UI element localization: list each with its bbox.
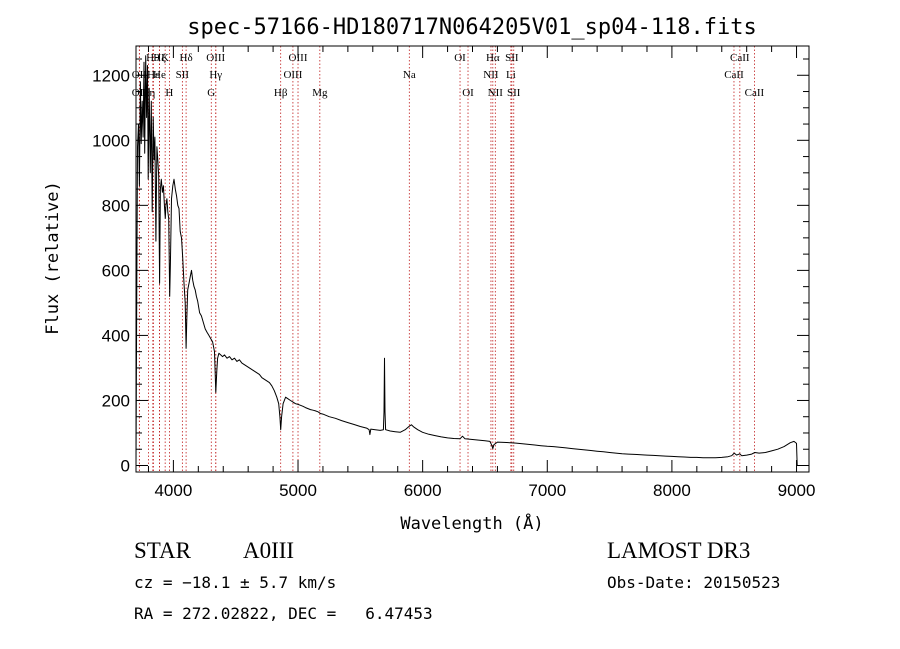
marker-label: NII [488,87,504,99]
marker-label: Hδ [180,52,193,64]
object-type: STAR [134,538,191,563]
marker-label: OIII [283,69,302,81]
marker-label: Hγ [209,69,222,81]
marker-label: OIII [206,52,225,64]
y-tick-label: 400 [102,326,130,345]
marker-label: CaII [745,87,765,99]
marker-label: OIII [289,52,308,64]
marker-label: K [161,52,169,64]
y-tick-label: 600 [102,261,130,280]
y-tick-label: 1200 [92,66,130,85]
x-tick-label: 8000 [653,481,691,500]
marker-label: He [153,69,166,81]
y-tick-label: 0 [121,456,130,475]
marker-label: OI [454,52,466,64]
velocity-readout: cz = −18.1 ± 5.7 km/s [134,573,337,592]
marker-label: CaII [730,52,750,64]
marker-label: H [165,87,173,99]
marker-label: Hε [147,69,160,81]
x-tick-label: 9000 [778,481,816,500]
spectrum-series [135,55,798,466]
marker-label: NII [483,69,499,81]
axes: 4000 5000 6000 7000 8000 9000 0 200 400 600 800 100… [92,45,816,500]
marker-label: Li [506,69,516,81]
x-tick-label: 4000 [154,481,192,500]
marker-label: OII [132,87,148,99]
x-tick-label: 5000 [279,481,317,500]
marker-label: Mg [312,87,328,99]
survey-name: LAMOST DR3 [607,538,751,563]
obs-date: Obs-Date: 20150523 [607,573,781,592]
spectrum-line [135,55,798,466]
chart-title: spec-57166-HD180717N064205V01_sp04-118.f… [187,15,757,40]
marker-label: OII [132,69,148,81]
y-tick-label: 200 [102,391,130,410]
marker-label: Hη [142,87,156,99]
marker-label: Hα [486,52,500,64]
x-tick-label: 6000 [404,481,442,500]
marker-label: CaII [724,69,744,81]
marker-label: H9 [146,52,160,64]
marker-label: Hβ [274,87,288,99]
y-tick-label: 1000 [92,131,130,150]
spectral-class: A0III [243,538,295,563]
marker-label: Hζ [153,52,166,64]
coordinates-readout: RA = 272.02822, DEC = 6.47453 [134,604,433,623]
y-axis-label: Flux (relative) [43,181,63,335]
marker-label: G [207,87,215,99]
plot-frame [135,45,810,473]
marker-label: SII [176,69,190,81]
marker-label: Na [403,69,416,81]
x-tick-label: 7000 [528,481,566,500]
y-tick-label: 800 [102,196,130,215]
spectral-line-markers [138,46,755,472]
marker-label: SII [505,52,519,64]
marker-label: OI [462,87,474,99]
marker-label: SII [507,87,521,99]
x-axis-label: Wavelength (Å) [400,512,543,534]
